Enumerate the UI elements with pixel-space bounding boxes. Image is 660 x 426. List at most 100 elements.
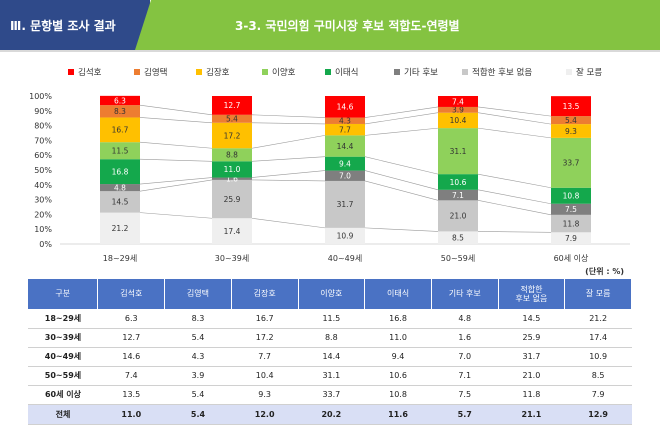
table-cell: 20.2 xyxy=(298,404,365,425)
legend-label: 잘 모름 xyxy=(576,68,603,78)
table-header-cell: 적합한 후보 없음 xyxy=(498,279,566,309)
table-header-cell: 잘 모름 xyxy=(564,279,632,309)
series-connector-line xyxy=(251,122,326,125)
bar-segment xyxy=(551,232,591,244)
series-connector-line xyxy=(477,106,552,117)
legend-swatch xyxy=(134,69,140,75)
y-tick-label: 90% xyxy=(34,107,52,116)
legend-label: 이태식 xyxy=(335,68,359,78)
bar-segment xyxy=(212,179,252,219)
data-label: 7.0 xyxy=(339,172,351,181)
series-connector-line xyxy=(477,112,552,125)
data-label: 17.2 xyxy=(224,131,241,140)
y-tick-label: 70% xyxy=(34,136,52,145)
bar-segment xyxy=(325,170,365,181)
bar-segment xyxy=(100,105,140,118)
table-cell: 21.0 xyxy=(498,366,565,386)
y-tick-label: 100% xyxy=(29,92,52,101)
table-cell: 31.1 xyxy=(298,366,365,386)
data-label: 4.3 xyxy=(339,117,351,126)
table-cell: 25.9 xyxy=(498,328,565,348)
data-label: 7.9 xyxy=(565,234,577,243)
series-connector-line xyxy=(364,127,439,136)
bar-segment xyxy=(438,106,478,113)
table-row: 40~49세 14.6 4.3 7.7 14.4 9.4 7.0 31.7 10.9 xyxy=(28,347,632,367)
table-total-row: 전체 11.0 5.4 12.0 20.2 11.6 5.7 21.1 12.9 xyxy=(28,404,632,425)
data-label: 10.4 xyxy=(450,116,467,125)
table-cell: 31.7 xyxy=(498,347,565,367)
legend-swatch xyxy=(394,69,400,75)
series-connector-line xyxy=(364,227,439,232)
legend-label: 김석호 xyxy=(78,68,102,78)
table-cell: 10.6 xyxy=(364,366,432,386)
series-connector-line xyxy=(139,179,213,192)
data-label: 8.5 xyxy=(452,234,464,243)
bar-segment xyxy=(438,189,478,201)
table-cell: 5.4 xyxy=(164,385,232,405)
row-label-cell: 60세 이상 xyxy=(28,385,98,405)
series-connector-line xyxy=(139,158,213,162)
bar-segment xyxy=(212,161,252,178)
legend-swatch xyxy=(566,69,572,75)
x-tick-label: 60세 이상 xyxy=(554,253,589,263)
legend-item: 적합한 후보 없음 xyxy=(462,66,532,78)
data-label: 6.3 xyxy=(114,96,126,105)
data-label: 9.4 xyxy=(339,159,351,168)
data-label: 5.4 xyxy=(565,116,577,125)
table-cell: 1.6 xyxy=(431,328,499,348)
series-connector-line xyxy=(477,200,552,216)
bar-segment xyxy=(325,135,365,157)
bar-segment xyxy=(438,112,478,129)
unit-label: (단위 : %) xyxy=(585,267,624,276)
bar-segment xyxy=(551,96,591,117)
series-connector-line xyxy=(477,231,552,233)
legend-label: 김영택 xyxy=(144,68,168,78)
data-label: 21.0 xyxy=(450,212,467,221)
table-row: 50~59세 7.4 3.9 10.4 31.1 10.6 7.1 21.0 8.5 xyxy=(28,366,632,386)
data-label: 9.3 xyxy=(565,127,577,136)
series-connector-line xyxy=(139,212,213,219)
table-cell: 11.0 xyxy=(364,328,432,348)
row-label-cell: 18~29세 xyxy=(28,309,98,329)
data-label: 8.3 xyxy=(114,107,126,116)
legend-swatch xyxy=(196,69,202,75)
bar-segment xyxy=(551,116,591,125)
series-connector-line xyxy=(139,177,213,185)
data-label: 31.1 xyxy=(450,147,467,156)
data-label: 21.2 xyxy=(112,224,129,233)
data-label: 14.4 xyxy=(337,142,354,151)
legend-label: 김장호 xyxy=(206,68,230,78)
series-connector-line xyxy=(364,106,439,118)
bar-segment xyxy=(212,122,252,149)
data-label: 16.7 xyxy=(112,126,129,135)
table-row: 30~39세 12.7 5.4 17.2 8.8 11.0 1.6 25.9 17.4 xyxy=(28,328,632,348)
data-label: 16.8 xyxy=(112,167,129,176)
data-label: 14.6 xyxy=(337,103,354,112)
series-connector-line xyxy=(364,112,439,125)
table-cell: 16.7 xyxy=(231,309,298,329)
series-connector-line xyxy=(139,117,213,124)
series-connector-line xyxy=(364,156,439,175)
table-cell: 5.4 xyxy=(164,404,232,425)
table-cell: 7.7 xyxy=(231,347,298,367)
table-cell: 7.9 xyxy=(564,385,632,405)
legend-item: 김석호 xyxy=(68,66,101,78)
legend-swatch xyxy=(68,69,74,75)
table-row: 60세 이상 13.5 5.4 9.3 33.7 10.8 7.5 11.8 7.9 xyxy=(28,385,632,405)
table-cell: 21.2 xyxy=(564,309,632,329)
chart-legend: 김석호 김영택 김장호 이양호 이태식 기타 후보 적합한 후보 없음 잘 모름 xyxy=(0,66,660,82)
row-label-cell: 40~49세 xyxy=(28,347,98,367)
table-header-cell: 김장호 xyxy=(231,279,299,309)
legend-label: 기타 후보 xyxy=(404,68,438,78)
table-header-row: 구분 김석호 김영택 김장호 이양호 이태식 기타 후보 적합한 후보 없음 잘 모름 xyxy=(28,279,632,309)
bar-segment xyxy=(325,227,365,244)
bar-segment xyxy=(100,159,140,185)
bar-segment xyxy=(212,177,252,180)
data-label: 10.9 xyxy=(337,232,354,241)
legend-item: 기타 후보 xyxy=(394,66,438,78)
y-tick-label: 40% xyxy=(34,181,52,190)
bar-segment xyxy=(438,174,478,190)
stacked-bar-chart: 0% 10% 20% 30% 40% 50% 60% 70% 80% 90% 100% 21.2 17.… xyxy=(29,92,630,263)
y-tick-label: 30% xyxy=(34,196,52,205)
legend-item: 이태식 xyxy=(325,66,358,78)
